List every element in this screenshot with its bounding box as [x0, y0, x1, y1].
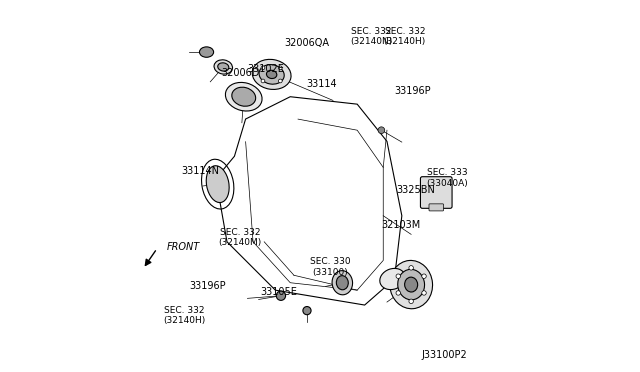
Ellipse shape	[422, 291, 426, 295]
Ellipse shape	[225, 83, 262, 111]
FancyBboxPatch shape	[420, 177, 452, 208]
Text: 3325BN: 3325BN	[397, 186, 435, 195]
Text: 33196P: 33196P	[189, 281, 226, 291]
Text: SEC. 333
(33040A): SEC. 333 (33040A)	[426, 168, 468, 187]
Ellipse shape	[261, 79, 265, 83]
Ellipse shape	[266, 70, 277, 78]
Ellipse shape	[214, 60, 232, 74]
Ellipse shape	[409, 266, 413, 270]
Ellipse shape	[397, 269, 424, 300]
Text: 33105E: 33105E	[260, 287, 297, 297]
Ellipse shape	[278, 66, 282, 70]
Text: SEC. 330
(33100): SEC. 330 (33100)	[310, 257, 351, 277]
Ellipse shape	[409, 299, 413, 304]
Ellipse shape	[380, 269, 405, 289]
Ellipse shape	[390, 260, 433, 309]
Ellipse shape	[259, 65, 284, 84]
Text: 33102E: 33102E	[248, 64, 285, 74]
Text: 32006QA: 32006QA	[285, 38, 330, 48]
Ellipse shape	[218, 63, 229, 71]
Ellipse shape	[378, 127, 385, 134]
Text: J33100P2: J33100P2	[421, 350, 467, 360]
Ellipse shape	[332, 271, 353, 295]
Text: 33196P: 33196P	[394, 86, 431, 96]
Text: FRONT: FRONT	[166, 242, 200, 251]
Ellipse shape	[396, 291, 401, 295]
Ellipse shape	[396, 274, 401, 278]
Text: SEC. 332
(32140H): SEC. 332 (32140H)	[384, 27, 426, 46]
Text: 33114N: 33114N	[181, 166, 220, 176]
Ellipse shape	[232, 87, 255, 106]
Ellipse shape	[278, 79, 282, 83]
Ellipse shape	[337, 276, 348, 290]
Text: 33114: 33114	[307, 79, 337, 89]
Ellipse shape	[276, 291, 285, 301]
Ellipse shape	[261, 66, 265, 70]
Text: SEC. 332
(32140M): SEC. 332 (32140M)	[218, 228, 262, 247]
Ellipse shape	[200, 47, 214, 57]
Ellipse shape	[404, 277, 418, 292]
Ellipse shape	[252, 60, 291, 89]
Text: 32006D: 32006D	[221, 68, 259, 77]
Text: SEC. 332
(32140N): SEC. 332 (32140N)	[350, 27, 392, 46]
Text: SEC. 332
(32140H): SEC. 332 (32140H)	[163, 306, 205, 325]
Ellipse shape	[206, 166, 229, 203]
Ellipse shape	[422, 274, 426, 278]
FancyBboxPatch shape	[429, 204, 444, 211]
Ellipse shape	[303, 307, 311, 315]
Text: 32103M: 32103M	[381, 220, 420, 230]
